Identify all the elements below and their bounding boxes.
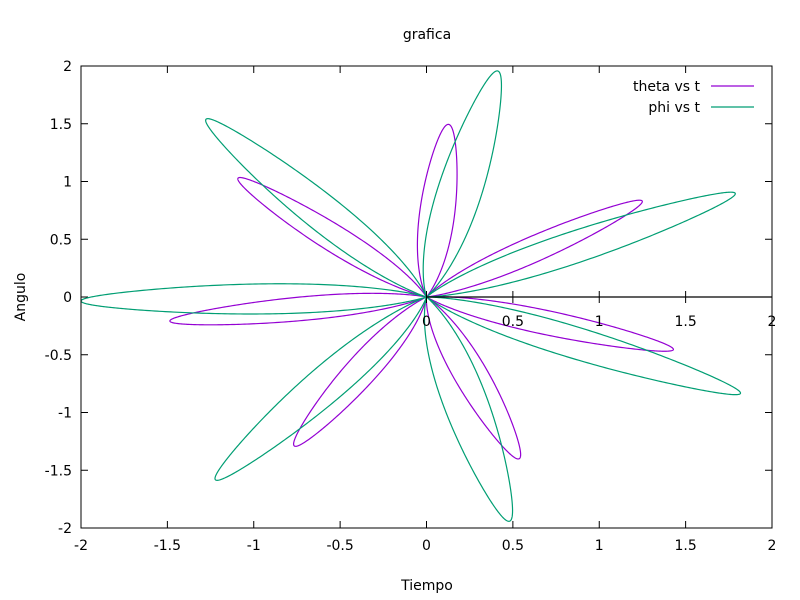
y-tick-label: -2	[58, 521, 72, 537]
x-tick-label: -0.5	[326, 538, 353, 554]
x-tick-label: 0.5	[502, 538, 524, 554]
axis-ticks: -2 -1.5 -1 -0.5 0 0.5 1 1.5 2 2 1.5 1 0.5 0 -0.5 -1 -1.5…	[45, 59, 777, 554]
legend-label: phi vs t	[648, 100, 700, 116]
x-tick-label: 1	[595, 538, 604, 554]
x-tick-label: 2	[768, 538, 777, 554]
x-tick-label: 1.5	[674, 538, 696, 554]
chart-title: grafica	[403, 27, 451, 43]
series-curve-phi	[80, 70, 742, 522]
y-tick-label: 0	[63, 290, 72, 306]
zero-axis-tick-label: 0	[422, 314, 431, 330]
zero-axis-tick-label: 1	[595, 314, 604, 330]
y-tick-label: -1	[58, 406, 72, 422]
plot-curves	[80, 70, 742, 522]
x-tick-label: -1.5	[154, 538, 181, 554]
legend: theta vs t phi vs t	[633, 79, 754, 116]
zero-axis-tick-label: 0.5	[502, 314, 524, 330]
y-tick-label: 0.5	[50, 232, 72, 248]
plot-frame	[80, 65, 773, 529]
y-tick-label: 2	[63, 59, 72, 75]
x-axis-label: Tiempo	[400, 578, 453, 594]
y-tick-label: -0.5	[45, 348, 72, 364]
y-tick-label: 1	[63, 175, 72, 191]
legend-label: theta vs t	[633, 79, 701, 95]
x-tick-label: -2	[74, 538, 88, 554]
zero-axis-tick-label: 1.5	[674, 314, 696, 330]
x-tick-label: 0	[422, 538, 431, 554]
x-tick-label: -1	[247, 538, 261, 554]
y-tick-label: 1.5	[50, 117, 72, 133]
series-curve-theta	[169, 123, 675, 460]
y-tick-label: -1.5	[45, 463, 72, 479]
y-axis-label: Angulo	[13, 273, 29, 322]
